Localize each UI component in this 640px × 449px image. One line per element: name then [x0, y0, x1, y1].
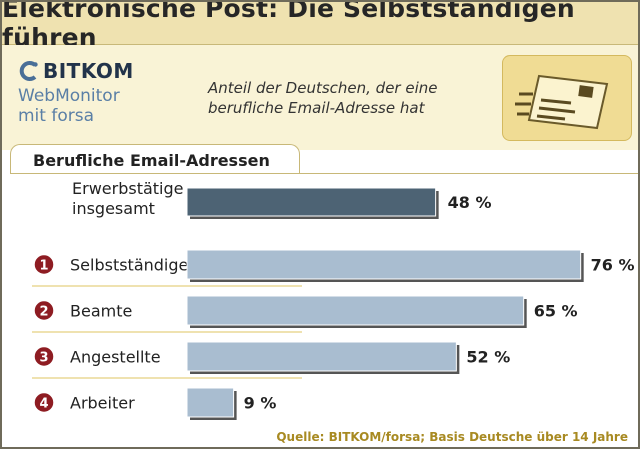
rank-badge-2	[33, 299, 55, 322]
category-label-2: Beamte	[70, 302, 132, 321]
rank-number-1: 1	[39, 259, 48, 274]
header-area: BITKOM WebMonitor mit forsa Anteil der D…	[2, 45, 638, 150]
rank-number-2: 2	[39, 305, 48, 320]
rank-badge-4	[33, 391, 55, 414]
chart-subtitle: Anteil der Deutschen, der eine beruflich…	[208, 78, 488, 118]
subtitle-line-2: berufliche Email-Adresse hat	[208, 99, 425, 117]
logo-forsa: mit forsa	[18, 106, 95, 126]
bar-total	[186, 187, 437, 217]
source-note: Quelle: BITKOM/forsa; Basis Deutsche übe…	[276, 430, 628, 444]
category-label-4: Arbeiter	[70, 394, 135, 413]
rank-badge-3	[33, 345, 55, 368]
bar-1	[186, 249, 582, 280]
category-label-1: Selbstständige	[70, 256, 188, 275]
bar-4	[186, 387, 235, 418]
rank-badge-1	[33, 253, 55, 276]
envelope-icon	[515, 74, 609, 130]
total-label-line1: Erwerbstätige	[72, 179, 183, 198]
value-label-2: 65 %	[534, 302, 578, 321]
logo-brand: BITKOM	[43, 59, 134, 83]
rank-number-3: 3	[39, 351, 48, 366]
value-label-1: 76 %	[591, 256, 635, 275]
chart-title: Elektronische Post: Die Selbstständigen …	[2, 0, 575, 52]
panel-title: Berufliche Email-Adressen	[33, 151, 270, 170]
bitkom-logo-icon	[19, 61, 38, 81]
subtitle-line-1: Anteil der Deutschen, der eine	[208, 79, 438, 97]
envelope-badge	[502, 55, 632, 141]
rank-number-4: 4	[39, 397, 48, 412]
bar-2	[186, 295, 525, 326]
value-label-3: 52 %	[466, 348, 510, 367]
total-label-line2: insgesamt	[72, 199, 155, 218]
value-label-4: 9 %	[244, 394, 277, 413]
bitkom-logo: BITKOM WebMonitor mit forsa	[18, 59, 134, 126]
bar-3	[186, 341, 457, 372]
panel-tab: Berufliche Email-Adressen	[10, 144, 300, 174]
title-bar: Elektronische Post: Die Selbstständigen …	[2, 2, 638, 52]
logo-webmonitor: WebMonitor	[18, 86, 120, 106]
panel-divider	[10, 173, 638, 174]
category-label-3: Angestellte	[70, 348, 161, 367]
total-value-label: 48 %	[448, 193, 492, 212]
